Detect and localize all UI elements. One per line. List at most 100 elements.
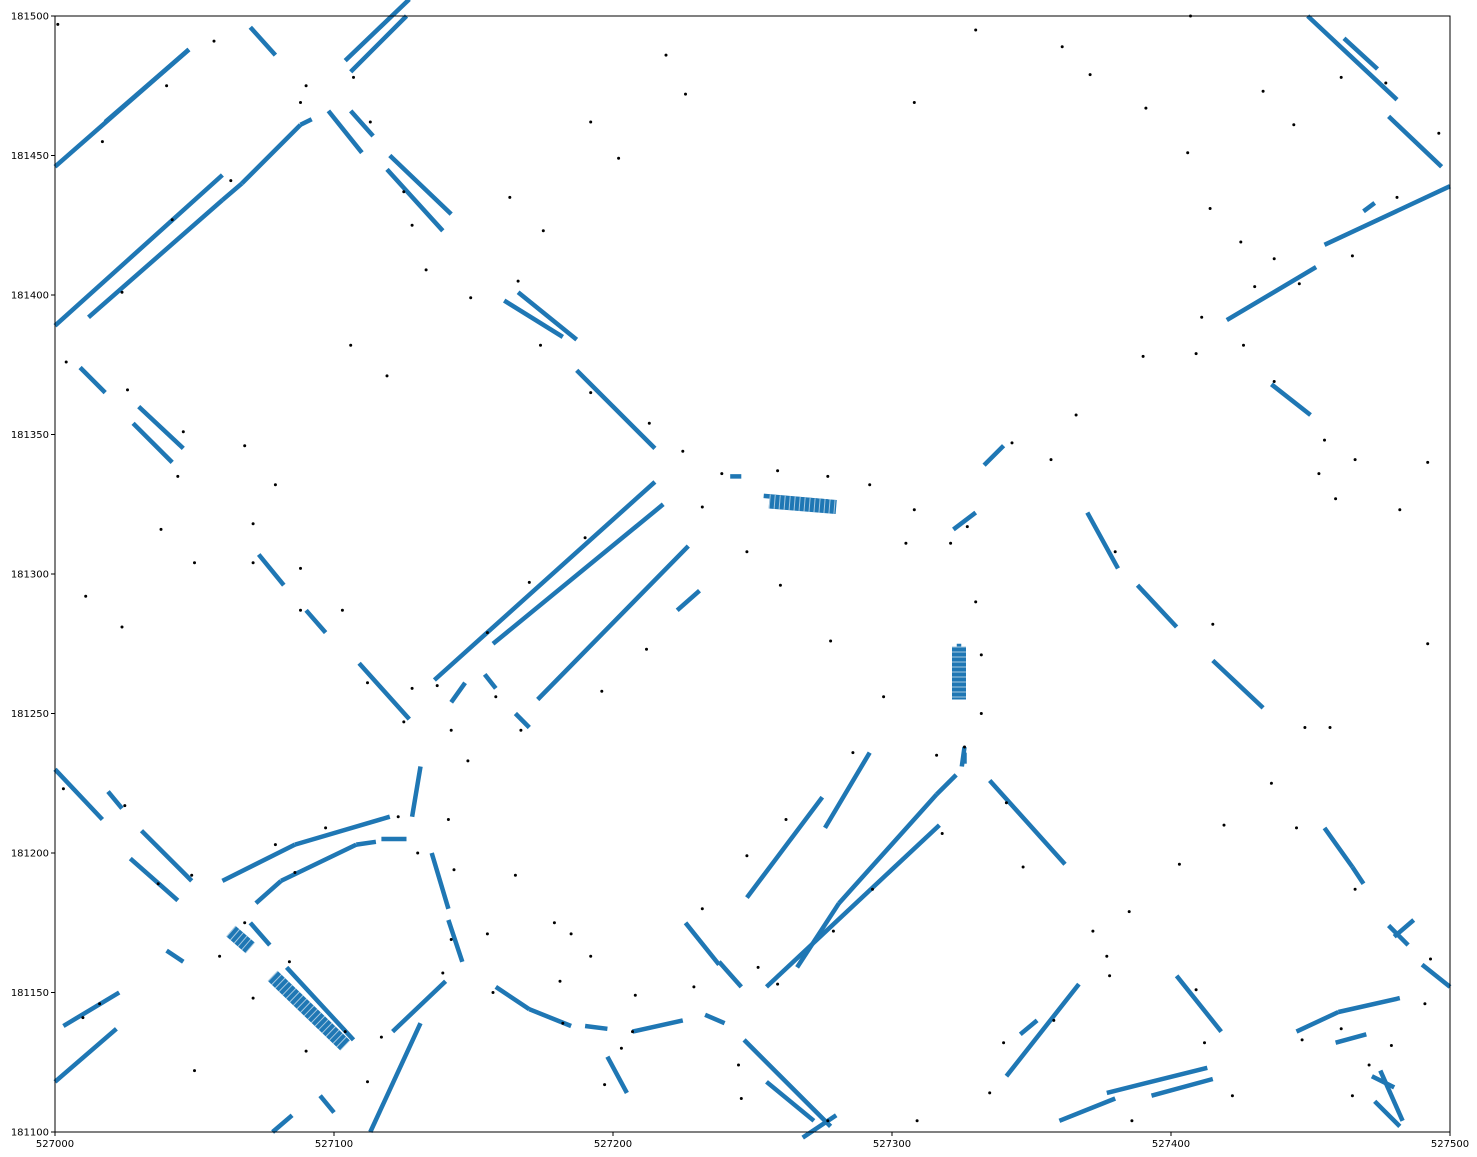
point-7 <box>664 53 668 57</box>
point-115 <box>273 843 277 847</box>
x-tick-label-0: 527000 <box>36 1139 74 1150</box>
line-segment-18 <box>137 404 185 451</box>
point-155 <box>851 751 855 755</box>
line-segment-61 <box>284 965 356 1042</box>
point-75 <box>1088 73 1092 77</box>
point-89 <box>1074 413 1078 417</box>
point-43 <box>366 681 369 685</box>
line-segment-87 <box>1004 982 1081 1078</box>
line-segment-46 <box>53 767 105 822</box>
line-segment-63 <box>53 1027 118 1084</box>
point-164 <box>1052 1018 1056 1022</box>
line-segment-26 <box>491 502 665 646</box>
line-segment-37 <box>1135 583 1179 629</box>
line-segment-67 <box>368 1022 423 1133</box>
point-93 <box>1211 622 1215 626</box>
point-179 <box>1339 1027 1343 1031</box>
point-131 <box>558 979 562 983</box>
point-153 <box>826 1119 830 1123</box>
point-161 <box>1002 1041 1006 1045</box>
point-53 <box>600 689 604 693</box>
line-segment-62 <box>62 990 121 1028</box>
line-segment-85 <box>801 1113 838 1140</box>
y-axis-ticks: 181100 181150 181200 181250 181300 181350 1814… <box>11 12 55 1139</box>
line-segment-73 <box>704 1012 726 1026</box>
line-segment-4 <box>349 14 409 74</box>
point-175 <box>1303 726 1307 729</box>
point-62 <box>829 639 833 643</box>
line-segment-42 <box>1270 382 1312 417</box>
point-26 <box>349 343 353 347</box>
point-163 <box>1021 865 1025 869</box>
line-segment-100 <box>1420 962 1452 989</box>
line-segment-5 <box>53 173 224 328</box>
line-segment-92 <box>1174 974 1223 1034</box>
point-48 <box>494 695 498 699</box>
point-50 <box>527 580 531 584</box>
point-63 <box>882 695 886 699</box>
line-segment-41 <box>1362 201 1377 214</box>
point-56 <box>720 472 724 476</box>
point-78 <box>1208 207 1212 210</box>
y-tick-label-0: 181100 <box>11 1128 49 1139</box>
line-segment-77 <box>823 751 872 830</box>
point-44 <box>410 686 414 690</box>
line-segment-17 <box>78 365 107 395</box>
line-segment-21 <box>304 608 328 635</box>
line-segment-66 <box>391 979 448 1034</box>
y-tick-label-6: 181400 <box>11 291 49 302</box>
point-88 <box>1141 354 1145 358</box>
line-segment-51 <box>221 842 296 883</box>
point-125 <box>452 868 456 872</box>
line-segment-23 <box>432 480 657 682</box>
point-21 <box>64 360 68 364</box>
line-segment-54 <box>280 842 358 883</box>
point-157 <box>935 753 939 757</box>
line-segment-44 <box>1342 36 1380 71</box>
point-154 <box>831 929 835 933</box>
line-segment-6 <box>87 198 224 319</box>
line-segment-16 <box>575 368 657 450</box>
point-102 <box>1339 75 1343 79</box>
point-59 <box>778 583 782 587</box>
line-segment-1 <box>103 47 191 124</box>
point-40 <box>299 566 302 570</box>
point-58 <box>776 469 780 473</box>
x-tick-label-2: 527200 <box>594 1139 632 1150</box>
point-123 <box>441 971 445 975</box>
point-8 <box>684 92 687 96</box>
line-segment-71 <box>605 1055 629 1094</box>
line-segment-86 <box>959 746 967 767</box>
point-31 <box>176 474 180 478</box>
line-segment-94 <box>1337 995 1401 1015</box>
point-0 <box>56 22 60 26</box>
point-145 <box>692 985 696 989</box>
point-126 <box>446 818 450 821</box>
point-185 <box>1429 957 1432 961</box>
point-32 <box>243 444 247 448</box>
point-134 <box>633 993 637 997</box>
point-101 <box>1384 81 1388 85</box>
line-segment-43 <box>1306 14 1399 102</box>
line-segment-98 <box>1378 1069 1405 1122</box>
point-49 <box>519 728 523 732</box>
point-11 <box>100 140 104 144</box>
point-137 <box>603 1083 607 1087</box>
point-176 <box>1328 726 1332 729</box>
point-107 <box>1426 642 1430 646</box>
line-segment-10 <box>326 109 364 155</box>
line-segment-76 <box>745 795 825 899</box>
point-121 <box>396 815 400 819</box>
line-segment-39 <box>1225 265 1318 323</box>
point-84 <box>1297 282 1301 286</box>
x-tick-label-1: 527100 <box>315 1139 353 1150</box>
point-167 <box>1108 974 1112 978</box>
point-42 <box>340 608 344 612</box>
point-39 <box>251 561 255 565</box>
point-117 <box>366 1080 369 1084</box>
line-segment-64 <box>318 1094 336 1114</box>
line-segment-14 <box>516 290 579 342</box>
point-52 <box>583 536 587 540</box>
point-140 <box>98 1002 102 1006</box>
line-segment-36 <box>1085 511 1120 570</box>
